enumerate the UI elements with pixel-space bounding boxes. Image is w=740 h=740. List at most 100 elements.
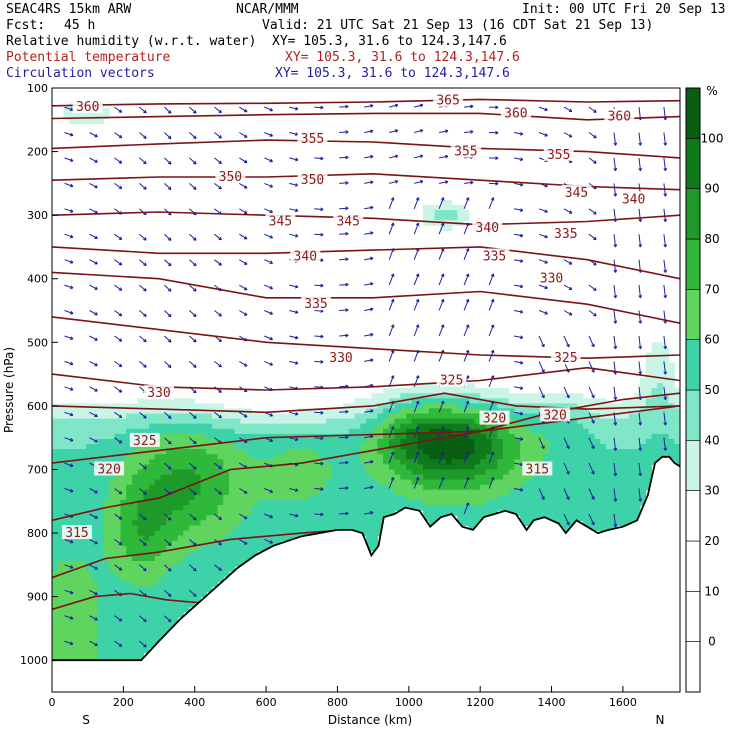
rh-cell (234, 449, 241, 455)
circulation-vector (239, 538, 248, 545)
rh-cell (491, 449, 498, 455)
x-tick-label: 600 (256, 696, 277, 709)
rh-cell (52, 418, 59, 425)
rh-cell (166, 469, 173, 476)
rh-cell (63, 505, 70, 511)
rh-cell (514, 408, 521, 415)
rh-cell (600, 464, 607, 471)
circulation-vector-head (295, 106, 299, 110)
rh-cell (371, 433, 378, 440)
rh-cell (80, 561, 87, 567)
rh-cell (366, 479, 373, 486)
rh-cell (63, 444, 70, 450)
rh-cell (291, 459, 299, 465)
rh-cell (291, 423, 299, 430)
rh-cell (274, 428, 281, 435)
rh-cell (514, 505, 521, 511)
rh-cell (80, 545, 87, 552)
rh-cell (177, 555, 184, 562)
rh-cell (194, 545, 201, 552)
circulation-vector (214, 132, 222, 139)
rh-cell (491, 464, 498, 471)
rh-cell (411, 454, 418, 460)
rh-cell (445, 215, 453, 221)
rh-cell (92, 510, 99, 516)
circulation-vector-head (144, 516, 147, 520)
rh-cell (674, 393, 680, 399)
rh-cell (457, 433, 464, 440)
circulation-vector (364, 206, 374, 210)
rh-cell (194, 489, 201, 496)
rh-cell (308, 428, 316, 435)
x-tick-label: 1400 (538, 696, 566, 709)
rh-cell (434, 220, 441, 226)
rh-cell (657, 362, 664, 369)
rh-cell (337, 515, 344, 521)
x-tick-label: 400 (184, 696, 205, 709)
rh-cell (149, 500, 156, 506)
rh-cell (126, 622, 133, 628)
rh-cell (223, 545, 230, 552)
circulation-vector-head (440, 349, 444, 353)
rh-cell (605, 408, 613, 415)
rh-cell (383, 388, 390, 394)
circulation-vector (139, 411, 147, 419)
rh-cell (171, 601, 179, 608)
theta-label-bg (500, 105, 531, 120)
circulation-vector-head (345, 486, 349, 489)
rh-cell (280, 505, 287, 511)
rh-cell (343, 520, 350, 526)
rh-cell (531, 449, 538, 455)
rh-cell (497, 398, 504, 404)
rh-cell (154, 449, 162, 455)
rh-cell (423, 439, 430, 445)
x-tick-label: 200 (113, 696, 134, 709)
rh-cell (251, 515, 259, 521)
circulation-vector (214, 361, 222, 368)
rh-cell (114, 449, 122, 455)
rh-cell (320, 464, 327, 471)
rh-cell (662, 347, 670, 354)
rh-cell (651, 459, 658, 465)
rh-cell (97, 601, 104, 608)
circulation-vector-head (520, 335, 524, 339)
rh-cell (503, 464, 510, 471)
rh-cell (463, 494, 470, 501)
rh-cell (189, 459, 196, 465)
rh-cell (423, 418, 430, 425)
rh-cell (177, 505, 184, 511)
rh-cell (657, 357, 664, 364)
rh-cell (286, 479, 293, 486)
rh-cell (143, 474, 150, 481)
circulation-vector-head (70, 387, 74, 391)
rh-cell (428, 408, 436, 415)
circulation-vector-head (194, 160, 197, 165)
rh-cell (166, 484, 173, 491)
rh-cell (131, 494, 139, 501)
rh-cell (503, 454, 510, 460)
circulation-vector (114, 182, 123, 190)
rh-cell (57, 525, 64, 532)
rh-cell (360, 489, 367, 496)
circulation-vector-head (444, 154, 449, 157)
rh-cell (154, 606, 162, 613)
rh-cell (611, 500, 618, 506)
rh-cell (69, 479, 76, 486)
rh-cell (474, 433, 481, 440)
rh-cell (194, 454, 201, 460)
rh-cell (200, 510, 207, 516)
rh-cell (297, 408, 304, 415)
rh-cell (74, 118, 82, 125)
rh-cell (360, 469, 367, 476)
circulation-vector-head (270, 133, 273, 137)
rh-cell (651, 377, 658, 384)
rh-cell (394, 459, 401, 465)
rh-cell (348, 459, 356, 465)
rh-cell (86, 505, 93, 511)
rh-cell (662, 362, 670, 369)
circulation-vector-head (295, 488, 299, 492)
rh-cell (131, 525, 139, 532)
rh-cell (622, 510, 630, 516)
rh-cell (514, 484, 521, 491)
rh-cell (600, 484, 607, 491)
